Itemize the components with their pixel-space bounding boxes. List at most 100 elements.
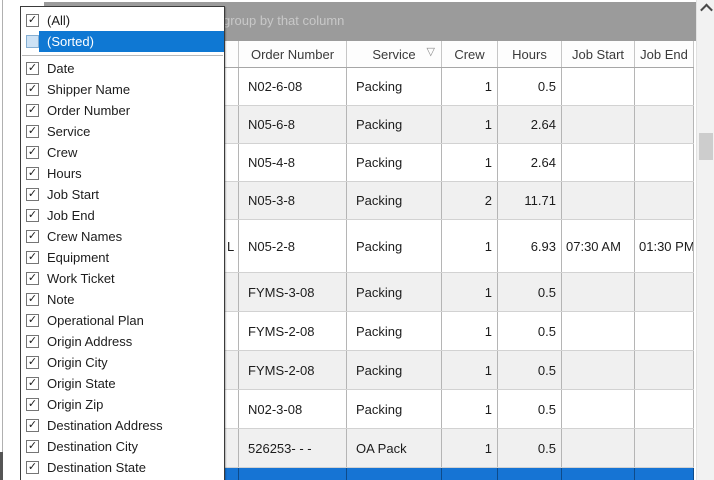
- grid-cell-end: [635, 351, 694, 389]
- column-chooser-item-label: Job End: [47, 208, 95, 223]
- column-chooser-item[interactable]: ✓ Hours: [21, 163, 224, 184]
- unchecked-checkbox-icon[interactable]: [26, 35, 39, 48]
- checked-checkbox-icon[interactable]: ✓: [26, 125, 39, 138]
- column-chooser-item[interactable]: ✓ Equipment: [21, 247, 224, 268]
- column-header-crew[interactable]: Crew: [442, 41, 498, 67]
- column-chooser-item[interactable]: ✓ Service: [21, 121, 224, 142]
- column-filter-dropdown: ✓ (All) (Sorted) ✓ Date ✓ Shipper Name ✓ Order N…: [20, 6, 225, 480]
- filter-icon[interactable]: ▽: [426, 46, 435, 58]
- checked-checkbox-icon[interactable]: ✓: [26, 104, 39, 117]
- grid-cell-service: Packing: [347, 351, 442, 389]
- grid-body: N02-6-08 Packing 1 0.5 N05-6-8 Packing 1 2.64 N0…: [225, 68, 694, 468]
- table-row[interactable]: N02-3-08 Packing 1 0.5: [225, 390, 694, 429]
- table-row[interactable]: N05-4-8 Packing 1 2.64: [225, 144, 694, 182]
- grid-cell-end: [635, 312, 694, 350]
- table-row[interactable]: N02-6-08 Packing 1 0.5: [225, 68, 694, 106]
- column-chooser-item-label: Operational Plan: [47, 313, 144, 328]
- column-chooser-item[interactable]: ✓ Crew Names: [21, 226, 224, 247]
- grid-cell-empty: [635, 468, 694, 480]
- checked-checkbox-icon[interactable]: ✓: [26, 377, 39, 390]
- column-header-label: Hours: [512, 46, 547, 62]
- grid-cell-empty: [562, 468, 635, 480]
- column-chooser-item[interactable]: ✓ Order Number: [21, 100, 224, 121]
- grid-cell-service: Packing: [347, 220, 442, 272]
- checked-checkbox-icon[interactable]: ✓: [26, 356, 39, 369]
- grid-cell-start: [562, 390, 635, 428]
- table-row[interactable]: L N05-2-8 Packing 1 6.93 07:30 AM 01:30 PM: [225, 220, 694, 273]
- column-chooser-item[interactable]: ✓ Destination City: [21, 436, 224, 457]
- grid-cell-order: N05-3-8: [239, 182, 347, 219]
- column-chooser-item[interactable]: ✓ Shipper Name: [21, 79, 224, 100]
- column-chooser-item[interactable]: ✓ Job Start: [21, 184, 224, 205]
- column-chooser-item-label: (All): [47, 13, 71, 28]
- grid-cell-hidden: [225, 144, 239, 181]
- checked-checkbox-icon[interactable]: ✓: [26, 293, 39, 306]
- column-header-hidden[interactable]: [225, 41, 239, 67]
- column-chooser-item[interactable]: ✓ (All): [21, 10, 224, 31]
- column-chooser-item[interactable]: ✓ Origin City: [21, 352, 224, 373]
- table-row[interactable]: FYMS-2-08 Packing 1 0.5: [225, 312, 694, 351]
- column-header-end[interactable]: Job End: [635, 41, 694, 67]
- column-header-start[interactable]: Job Start: [562, 41, 635, 67]
- checked-checkbox-icon[interactable]: ✓: [26, 14, 39, 27]
- column-chooser-item[interactable]: ✓ Origin Zip: [21, 394, 224, 415]
- column-chooser-item[interactable]: ✓ Crew: [21, 142, 224, 163]
- column-chooser-item-label: Crew: [47, 145, 78, 160]
- grid-cell-end: [635, 182, 694, 219]
- checked-checkbox-icon[interactable]: ✓: [26, 272, 39, 285]
- table-row[interactable]: 526253- - - OA Pack 1 0.5: [225, 429, 694, 468]
- grid-cell-end: [635, 429, 694, 467]
- grid-cell-hidden: [225, 429, 239, 467]
- checked-checkbox-icon[interactable]: ✓: [26, 398, 39, 411]
- grid-cell-crew: 1: [442, 220, 498, 272]
- column-chooser-item[interactable]: ✓ Job End: [21, 205, 224, 226]
- checked-checkbox-icon[interactable]: ✓: [26, 419, 39, 432]
- checked-checkbox-icon[interactable]: ✓: [26, 62, 39, 75]
- column-header-order[interactable]: Order Number: [239, 41, 347, 67]
- column-chooser-item-label: Service: [47, 124, 91, 139]
- column-chooser-item[interactable]: ✓ Destination Address: [21, 415, 224, 436]
- column-chooser-item[interactable]: ✓ Destination State: [21, 457, 224, 478]
- checked-checkbox-icon[interactable]: ✓: [26, 461, 39, 474]
- column-chooser-item[interactable]: ✓ Work Ticket: [21, 268, 224, 289]
- table-row[interactable]: FYMS-3-08 Packing 1 0.5: [225, 273, 694, 312]
- grid-cell-order: N05-6-8: [239, 106, 347, 143]
- scroll-up-button[interactable]: [697, 0, 714, 17]
- column-chooser-item[interactable]: (Sorted): [21, 31, 224, 52]
- checked-checkbox-icon[interactable]: ✓: [26, 230, 39, 243]
- grid-cell-crew: 1: [442, 106, 498, 143]
- table-row[interactable]: N05-6-8 Packing 1 2.64: [225, 106, 694, 144]
- checked-checkbox-icon[interactable]: ✓: [26, 83, 39, 96]
- column-header-hours[interactable]: Hours: [498, 41, 562, 67]
- column-header-service[interactable]: Service ▽: [347, 41, 442, 67]
- vertical-scrollbar[interactable]: [696, 0, 714, 480]
- grid-cell-service: Packing: [347, 312, 442, 350]
- column-chooser-item[interactable]: ✓ Origin Address: [21, 331, 224, 352]
- checked-checkbox-icon[interactable]: ✓: [26, 167, 39, 180]
- column-chooser-item-label: Origin City: [47, 355, 108, 370]
- table-row[interactable]: N05-3-8 Packing 2 11.71: [225, 182, 694, 220]
- table-row[interactable]: FYMS-2-08 Packing 1 0.5: [225, 351, 694, 390]
- grid-cell-end: [635, 144, 694, 181]
- grid-cell-hours: 0.5: [498, 351, 562, 389]
- checked-checkbox-icon[interactable]: ✓: [26, 209, 39, 222]
- grid-cell-hours: 0.5: [498, 312, 562, 350]
- checked-checkbox-icon[interactable]: ✓: [26, 251, 39, 264]
- column-chooser-item[interactable]: ✓ Note: [21, 289, 224, 310]
- column-chooser-item[interactable]: ✓ Operational Plan: [21, 310, 224, 331]
- grid-cell-crew: 1: [442, 144, 498, 181]
- column-chooser-item-label: Destination State: [47, 460, 147, 475]
- selected-row[interactable]: [225, 468, 694, 480]
- grid-cell-start: [562, 106, 635, 143]
- column-chooser-item[interactable]: ✓ Date: [21, 58, 224, 79]
- checked-checkbox-icon[interactable]: ✓: [26, 440, 39, 453]
- checked-checkbox-icon[interactable]: ✓: [26, 146, 39, 159]
- column-chooser-item[interactable]: ✓ Origin State: [21, 373, 224, 394]
- checked-checkbox-icon[interactable]: ✓: [26, 335, 39, 348]
- checked-checkbox-icon[interactable]: ✓: [26, 314, 39, 327]
- scrollbar-thumb[interactable]: [699, 133, 713, 160]
- column-header-label: Crew: [454, 46, 485, 62]
- checked-checkbox-icon[interactable]: ✓: [26, 188, 39, 201]
- grid-cell-order: N02-3-08: [239, 390, 347, 428]
- column-chooser-item-label: Origin State: [47, 376, 116, 391]
